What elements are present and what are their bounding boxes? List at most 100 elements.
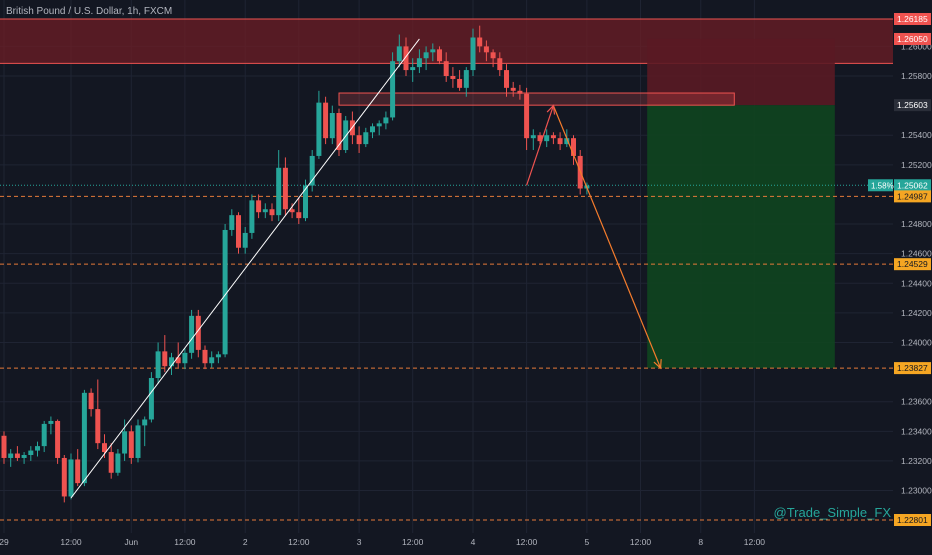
candle-body bbox=[102, 443, 107, 453]
price-tag-text: 1.23827 bbox=[897, 363, 928, 373]
time-tick-label: 12:00 bbox=[744, 537, 766, 547]
price-tag-box bbox=[894, 514, 931, 526]
price-tick-label: 1.24000 bbox=[901, 337, 932, 347]
candle-body bbox=[75, 459, 81, 484]
price-tick-label: 1.25200 bbox=[901, 160, 932, 170]
candle-body bbox=[557, 138, 563, 145]
candle-body bbox=[370, 126, 375, 133]
candle-body bbox=[390, 61, 396, 118]
candle-body bbox=[249, 200, 255, 233]
candle-body bbox=[95, 409, 101, 444]
candle-body bbox=[477, 37, 483, 47]
candle-body bbox=[269, 209, 275, 216]
candle-body bbox=[28, 450, 34, 456]
candle-body bbox=[510, 87, 516, 91]
projection-up-arrowhead bbox=[546, 104, 556, 115]
candle-body bbox=[148, 378, 154, 420]
price-tag-box bbox=[894, 99, 931, 112]
watermark-text: @Trade_Simple_FX bbox=[774, 505, 892, 520]
price-tick-label: 1.23600 bbox=[901, 397, 932, 407]
time-tick-label: 12:00 bbox=[60, 537, 82, 547]
price-tag-text: 1.22801 bbox=[897, 515, 928, 525]
price-tag-box bbox=[894, 258, 931, 271]
price-tick-label: 1.23400 bbox=[901, 426, 932, 436]
time-axis-panel bbox=[0, 533, 893, 550]
price-tag-box bbox=[894, 13, 931, 25]
candle-body bbox=[329, 113, 335, 139]
candle-body bbox=[463, 70, 469, 88]
candle-body bbox=[289, 209, 295, 213]
candle-body bbox=[376, 123, 382, 127]
entry-zone bbox=[338, 92, 735, 106]
candle-body bbox=[35, 446, 40, 451]
time-tick-label: 12:00 bbox=[288, 537, 310, 547]
time-tick-label: 8 bbox=[698, 537, 703, 547]
candle-body bbox=[175, 357, 181, 364]
candle-body bbox=[403, 46, 409, 71]
candle-body bbox=[544, 135, 550, 142]
candle-body bbox=[21, 455, 27, 458]
candle-body bbox=[282, 167, 288, 210]
stop-loss-zone bbox=[647, 38, 835, 106]
time-tick-label: Jun bbox=[124, 537, 138, 547]
candle-body bbox=[490, 52, 496, 59]
candle-body bbox=[450, 75, 456, 79]
candle-body bbox=[470, 37, 476, 71]
price-tag-box bbox=[894, 190, 931, 203]
price-tick-label: 1.24800 bbox=[901, 219, 932, 229]
candle-body bbox=[1, 435, 7, 458]
time-tick-label: 3 bbox=[357, 537, 362, 547]
candle-body bbox=[155, 351, 161, 379]
candle-body bbox=[323, 102, 329, 139]
candle-body bbox=[48, 420, 54, 424]
price-tick-label: 1.25800 bbox=[901, 71, 932, 81]
projection-down-leg bbox=[552, 105, 662, 369]
candle-body bbox=[135, 425, 141, 458]
price-tick-label: 1.25400 bbox=[901, 130, 932, 140]
candle-body bbox=[309, 155, 315, 186]
candle-body bbox=[202, 349, 208, 364]
candle-body bbox=[550, 135, 556, 139]
candle-body bbox=[209, 357, 215, 364]
candle-body bbox=[88, 392, 94, 410]
candle-body bbox=[142, 419, 148, 426]
price-tag-box bbox=[894, 179, 931, 192]
price-tag-text: 1.26185 bbox=[897, 14, 928, 24]
candle-body bbox=[222, 229, 228, 355]
candle-body bbox=[336, 113, 342, 151]
projection-down-arrowhead bbox=[653, 359, 662, 370]
price-tag-text: 1.24987 bbox=[897, 191, 928, 201]
price-tag-text: 1.26050 bbox=[897, 34, 928, 44]
candle-body bbox=[564, 138, 570, 145]
price-tick-label: 1.23000 bbox=[901, 486, 932, 496]
candle-body bbox=[236, 215, 241, 248]
candle-body bbox=[242, 232, 248, 248]
percent-tag-text: 1.58% bbox=[871, 181, 894, 190]
time-tick-label: 12:00 bbox=[174, 537, 196, 547]
candle-body bbox=[229, 215, 235, 230]
candle-body bbox=[115, 453, 121, 473]
candle-body bbox=[189, 315, 195, 353]
price-axis-panel bbox=[893, 0, 932, 550]
candle-body bbox=[537, 135, 543, 142]
percent-tag-box bbox=[868, 179, 893, 192]
candle-body bbox=[443, 61, 449, 76]
candle-body bbox=[215, 354, 221, 358]
price-tick-label: 1.24200 bbox=[901, 308, 932, 318]
drawings-layer bbox=[70, 38, 662, 499]
candle-body bbox=[68, 459, 74, 497]
levels-layer bbox=[0, 184, 893, 521]
candle-body bbox=[437, 49, 442, 62]
price-tick-label: 1.24400 bbox=[901, 278, 932, 288]
candle-body bbox=[169, 357, 174, 367]
candle-body bbox=[81, 392, 87, 484]
candle-body bbox=[316, 102, 322, 156]
price-tick-label: 1.23200 bbox=[901, 456, 932, 466]
time-tick-label: 2 bbox=[243, 537, 248, 547]
time-tick-label: 29 bbox=[0, 537, 9, 547]
candle-body bbox=[122, 431, 128, 454]
candle-body bbox=[343, 120, 349, 151]
